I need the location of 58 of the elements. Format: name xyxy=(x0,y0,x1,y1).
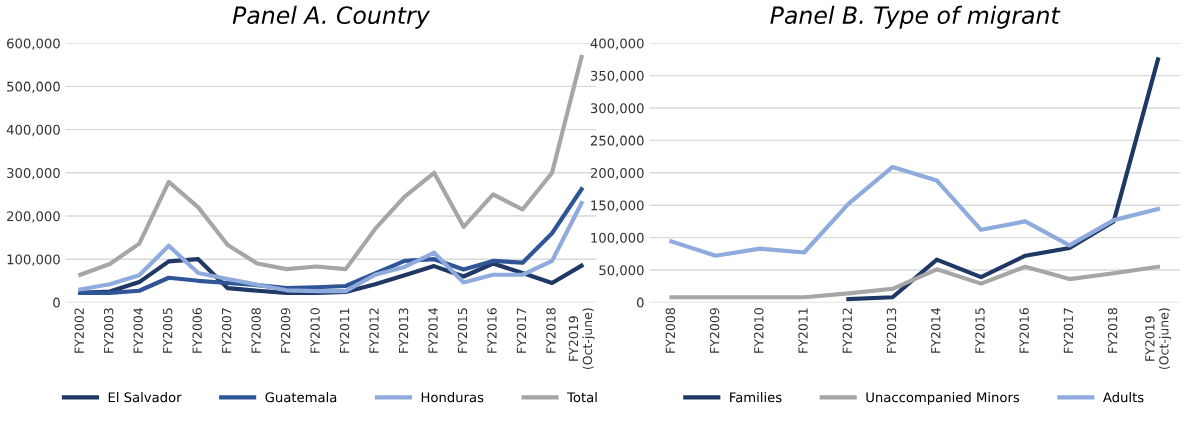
x-tick-label: FY2007 xyxy=(221,308,232,353)
y-tick-label: 600,000 xyxy=(7,38,60,50)
legend-label: Honduras xyxy=(421,392,484,403)
x-tick-label: FY2014 xyxy=(428,307,438,353)
y-tick-label: 400,000 xyxy=(6,124,60,137)
x-tick-label: FY2010 xyxy=(754,308,764,353)
y-tick-label: 300,000 xyxy=(590,103,644,115)
x-tick-label: FY2013 xyxy=(398,308,409,353)
y-tick-label: 200,000 xyxy=(590,168,644,180)
y-tick-label: 50,000 xyxy=(599,265,644,277)
x-tick-label: FY2019 (Oct-june) xyxy=(1145,308,1172,370)
x-tick-label: FY2006 xyxy=(192,308,202,353)
y-tick-label: 0 xyxy=(636,297,644,308)
x-tick-label: FY2003 xyxy=(103,308,114,353)
y-tick-label: 250,000 xyxy=(590,135,644,147)
y-tick-label: 400,000 xyxy=(590,38,644,50)
x-tick-label: FY2019 (Oct-june) xyxy=(568,308,595,370)
x-tick-label: FY2010 xyxy=(310,308,320,353)
x-tick-label: FY2012 xyxy=(369,308,379,353)
y-tick-label: 150,000 xyxy=(591,200,644,212)
legend-label: Families xyxy=(730,392,782,403)
line-series xyxy=(669,164,1161,258)
legend-label: Total xyxy=(567,392,597,403)
line-series xyxy=(669,264,1161,300)
x-tick-label: FY2013 xyxy=(886,308,897,353)
x-tick-label: FY2016 xyxy=(1019,308,1029,353)
x-tick-label: FY2002 xyxy=(74,308,84,353)
x-tick-label: FY2012 xyxy=(842,308,852,353)
y-tick-label: 200,000 xyxy=(7,211,60,223)
x-tick-label: FY2017 xyxy=(1063,308,1074,353)
y-tick-label: 100,000 xyxy=(591,232,644,245)
y-tick-label: 0 xyxy=(53,297,60,308)
x-tick-label: FY2009 xyxy=(280,308,291,353)
x-tick-label: FY2014 xyxy=(931,307,941,353)
x-tick-label: FY2018 xyxy=(546,308,556,353)
x-tick-label: FY2004 xyxy=(133,307,143,353)
x-tick-label: FY2005 xyxy=(162,308,173,353)
x-tick-label: FY2017 xyxy=(516,308,527,353)
x-tick-label: FY2009 xyxy=(709,308,720,353)
legend-label: Adults xyxy=(1103,392,1144,403)
x-tick-label: FY2016 xyxy=(487,308,497,353)
x-tick-label: FY2015 xyxy=(457,308,468,353)
chart-title: Panel B. Type of migrant xyxy=(770,5,1061,29)
y-tick-label: 500,000 xyxy=(7,81,60,93)
legend-label: El Salvador xyxy=(108,392,182,403)
chart-title: Panel A. Country xyxy=(232,5,431,29)
x-tick-label: FY2008 xyxy=(251,308,261,353)
x-tick-label: FY2018 xyxy=(1107,308,1118,353)
line-series xyxy=(78,54,584,277)
x-tick-label: FY2008 xyxy=(665,308,676,353)
x-tick-label: FY2015 xyxy=(975,308,985,353)
y-tick-label: 100,000 xyxy=(7,254,60,266)
y-tick-label: 300,000 xyxy=(7,168,60,180)
legend-label: Unaccompanied Minors xyxy=(866,392,1020,405)
legend-label: Guatemala xyxy=(265,392,337,403)
y-tick-label: 350,000 xyxy=(590,70,644,83)
x-tick-label: FY2011 xyxy=(798,308,808,353)
x-tick-label: FY2011 xyxy=(339,308,350,353)
